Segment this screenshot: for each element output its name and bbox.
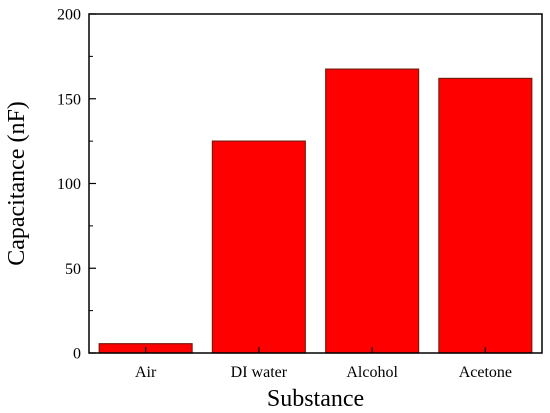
x-tick-label: Air bbox=[135, 364, 157, 381]
y-tick-label: 200 bbox=[57, 7, 81, 24]
bar-alcohol bbox=[325, 68, 420, 354]
x-tick-label: Alcohol bbox=[346, 364, 398, 381]
x-tick-label: DI water bbox=[231, 364, 288, 381]
x-axis-title: Substance bbox=[267, 386, 364, 412]
y-tick-label: 50 bbox=[65, 261, 81, 278]
bar-di-water bbox=[211, 140, 306, 354]
y-axis-title: Capacitance (nF) bbox=[4, 101, 30, 266]
bars-layer bbox=[98, 68, 533, 354]
y-tick-label: 100 bbox=[57, 176, 81, 193]
y-tick-label: 150 bbox=[57, 91, 81, 108]
x-tick-label: Acetone bbox=[459, 364, 512, 381]
plot-frame bbox=[88, 13, 543, 354]
bar-acetone bbox=[438, 77, 533, 354]
y-tick-label: 0 bbox=[73, 346, 81, 363]
